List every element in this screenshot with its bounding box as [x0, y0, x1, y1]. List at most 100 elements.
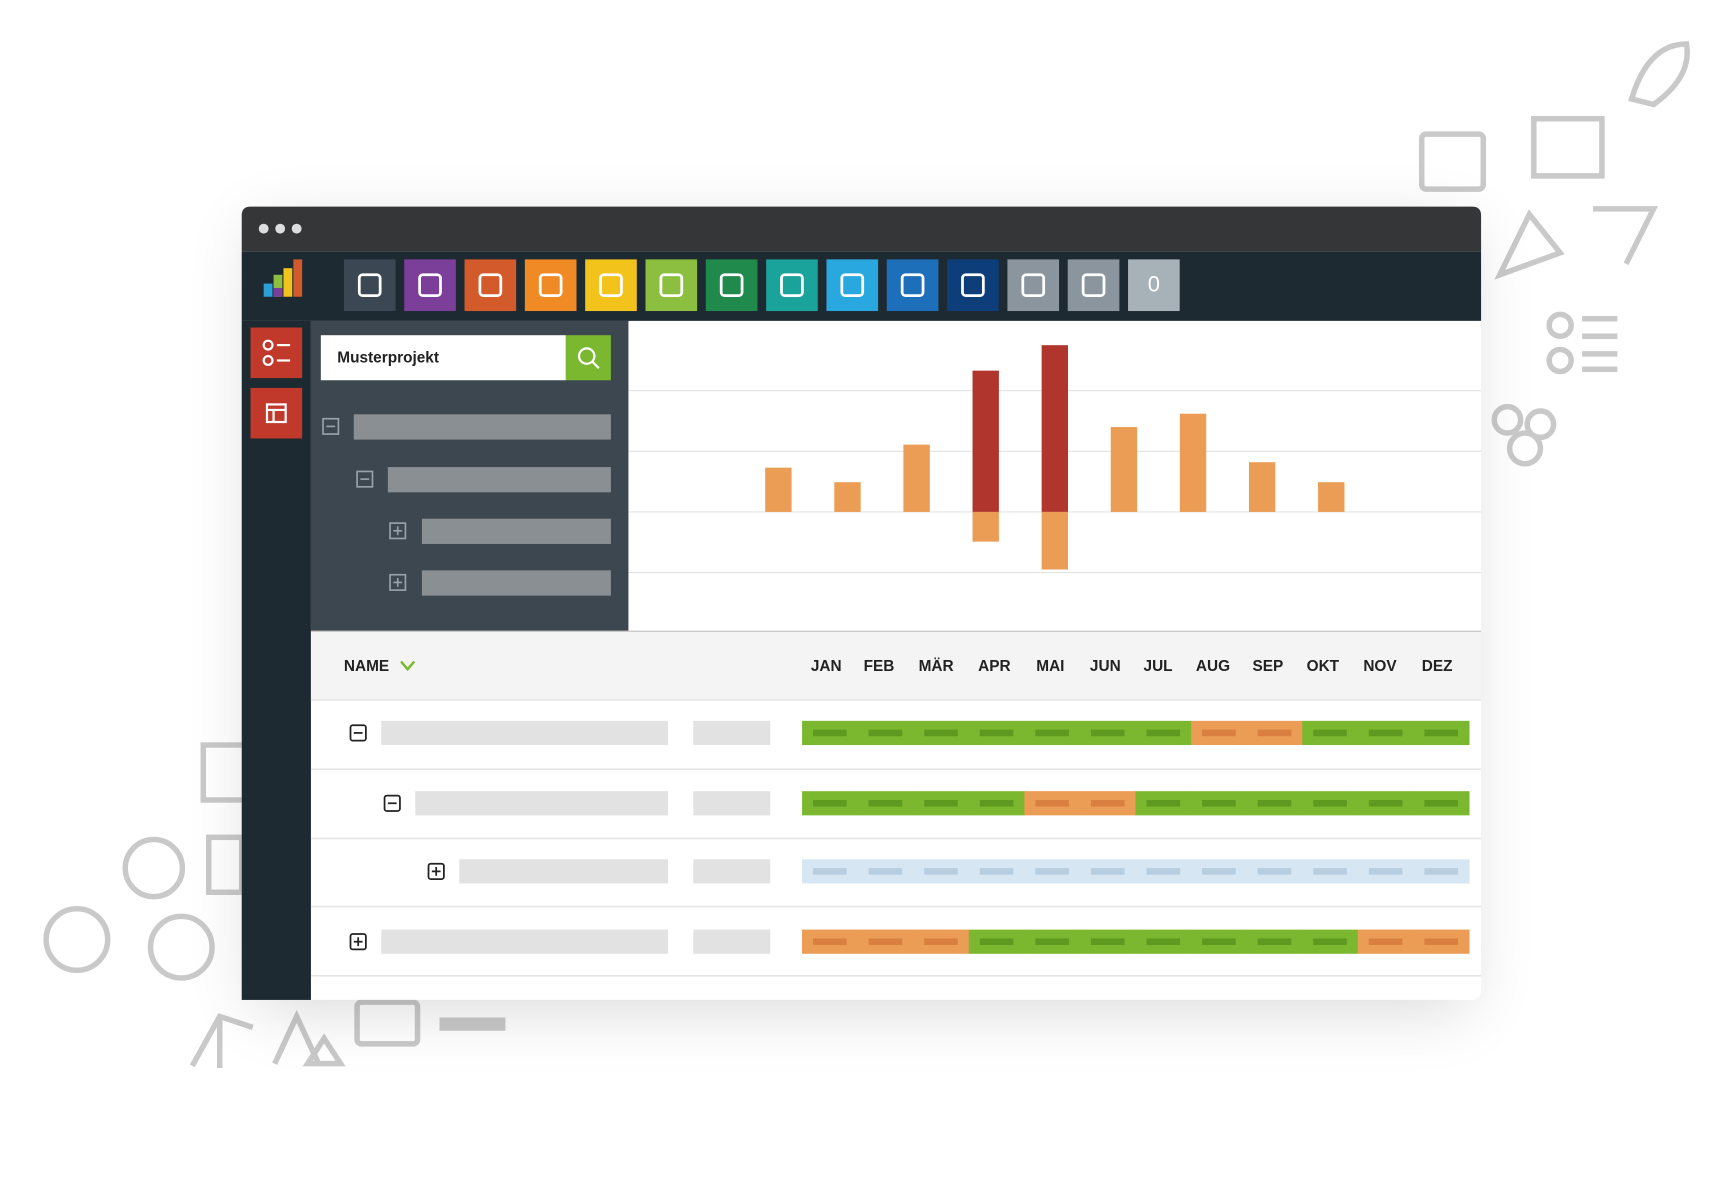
- status-dash: [1257, 799, 1292, 807]
- status-dash: [924, 938, 958, 945]
- month-header: JUN: [1090, 658, 1121, 675]
- toolbar-button[interactable]: [524, 259, 577, 312]
- search-text: Musterprojekt: [337, 349, 439, 366]
- chart: [628, 345, 1482, 574]
- toolbar-button[interactable]: [826, 259, 879, 312]
- bar: [1110, 427, 1138, 512]
- status-dash: [1035, 799, 1069, 807]
- status-dash: [1090, 799, 1125, 807]
- toolbar-button[interactable]: [645, 259, 698, 312]
- toolbar-button[interactable]: [886, 259, 939, 312]
- status-dash: [813, 799, 847, 807]
- status-dash: [813, 938, 847, 945]
- status-dash: [1368, 799, 1403, 807]
- name-header[interactable]: NAME: [344, 658, 389, 675]
- status-dash: [1313, 868, 1347, 875]
- toolbar-button[interactable]: [404, 259, 456, 312]
- logo: [263, 259, 303, 297]
- timeline-table: JAN FEB MÄR APR MAI JUN JUL AUG SEP OKT NOV DEZ: [310, 658, 1482, 977]
- bar: [765, 467, 792, 512]
- sort-icon[interactable]: [400, 660, 416, 672]
- row-toggle[interactable]: [349, 724, 367, 742]
- status-dash: [1090, 729, 1125, 737]
- row-toggle[interactable]: [349, 933, 367, 951]
- name-placeholder: [381, 929, 669, 954]
- status-dash: [1146, 938, 1181, 945]
- status-dash: [868, 868, 903, 875]
- status-dash: [1257, 729, 1292, 737]
- search-input[interactable]: [320, 335, 566, 381]
- status-dash: [1257, 938, 1292, 945]
- month-header: JAN: [811, 658, 842, 675]
- window-dot: [258, 223, 269, 234]
- month-header: APR: [978, 658, 1010, 675]
- status-dash: [1035, 938, 1069, 945]
- sidebar-button[interactable]: [250, 327, 303, 379]
- status-dash: [924, 729, 958, 737]
- bar: [1041, 345, 1069, 512]
- toolbar-icon: [478, 273, 503, 298]
- value-placeholder: [693, 720, 771, 746]
- bar: [1179, 413, 1207, 512]
- search-button[interactable]: [565, 335, 611, 381]
- toolbar-icon: [659, 273, 684, 298]
- status-dash: [1035, 868, 1069, 875]
- toolbar-button[interactable]: [464, 259, 517, 312]
- bar: [972, 511, 999, 542]
- toolbar-icon: [900, 273, 925, 298]
- toolbar-icon: [599, 273, 623, 298]
- row-toggle[interactable]: [427, 862, 445, 880]
- tree-item[interactable]: [387, 467, 611, 493]
- toolbar-button[interactable]: [947, 259, 999, 312]
- tree-item[interactable]: [353, 414, 611, 440]
- toolbar-button[interactable]: [705, 259, 758, 312]
- table-header: [310, 631, 1482, 700]
- toolbar-icon: [538, 273, 563, 298]
- bar: [1318, 482, 1345, 512]
- bar: [834, 482, 861, 512]
- toolbar-icon: [719, 273, 744, 298]
- status-dash: [1368, 729, 1403, 737]
- toolbar-button[interactable]: [343, 259, 396, 312]
- status-dash: [1313, 729, 1347, 737]
- status-dash: [1202, 729, 1236, 737]
- status-dash: [813, 729, 847, 737]
- toolbar-button[interactable]: [766, 259, 818, 312]
- tree-toggle[interactable]: [322, 417, 340, 435]
- month-header: JUL: [1144, 658, 1173, 675]
- toolbar-button[interactable]: [1007, 259, 1060, 312]
- status-dash: [979, 938, 1014, 945]
- status-dash: [1368, 868, 1403, 875]
- name-placeholder: [415, 791, 669, 816]
- toolbar-buttons: 0: [343, 259, 1180, 312]
- tree-toggle[interactable]: [389, 522, 407, 540]
- status-dash: [1035, 729, 1069, 737]
- toolbar-icon: [780, 273, 804, 298]
- name-placeholder: [459, 859, 669, 884]
- status-dash: [1202, 868, 1236, 875]
- tree-item[interactable]: [421, 570, 611, 596]
- row-toggle[interactable]: [383, 794, 401, 812]
- tree-item[interactable]: [421, 518, 611, 544]
- toolbar-button[interactable]: [1067, 259, 1120, 312]
- toolbar-icon: [357, 273, 382, 298]
- tree-toggle[interactable]: [389, 573, 407, 591]
- status-dash: [868, 938, 903, 945]
- status-dash: [1146, 729, 1181, 737]
- name-placeholder: [381, 720, 669, 746]
- sidebar-button[interactable]: [250, 387, 303, 439]
- status-dash: [1368, 938, 1403, 945]
- status-dash: [813, 868, 847, 875]
- tree-toggle[interactable]: [356, 470, 374, 488]
- sidebar-icon: [262, 339, 291, 366]
- toolbar-button[interactable]: [1128, 259, 1180, 312]
- month-header: MAI: [1036, 658, 1064, 675]
- badge-count: 0: [1148, 272, 1160, 297]
- status-dash: [1257, 868, 1292, 875]
- background-icons: [43, 41, 1690, 1069]
- value-placeholder: [693, 929, 771, 954]
- month-header: OKT: [1307, 658, 1340, 675]
- status-dash: [868, 799, 903, 807]
- toolbar-button[interactable]: [585, 259, 637, 312]
